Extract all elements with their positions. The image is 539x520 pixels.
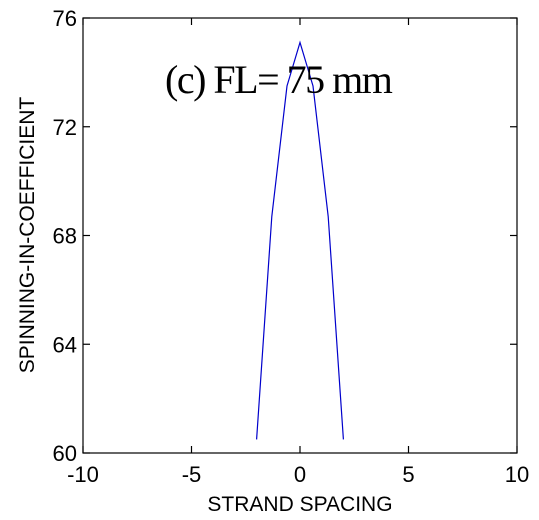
y-axis-label: SPINNING-IN-COEFFICIENT (16, 97, 39, 374)
y-tick-label: 60 (53, 441, 77, 466)
tick-labels: -10 -5 0 5 10 60 64 68 72 76 (53, 6, 530, 487)
x-tick-label: -10 (67, 462, 99, 487)
y-tick-label: 72 (53, 115, 77, 140)
y-tick-label: 76 (53, 6, 77, 31)
x-tick-label: 5 (402, 462, 414, 487)
ticks (82, 17, 518, 454)
y-tick-label: 68 (53, 224, 77, 249)
x-axis-label: STRAND SPACING (207, 493, 392, 516)
x-tick-label: -5 (182, 462, 202, 487)
x-tick-label: 0 (294, 462, 306, 487)
series-line (256, 40, 344, 440)
y-tick-label: 64 (53, 332, 77, 357)
chart-annotation: (c) FL= 75 mm (165, 57, 393, 102)
x-tick-label: 10 (505, 462, 529, 487)
